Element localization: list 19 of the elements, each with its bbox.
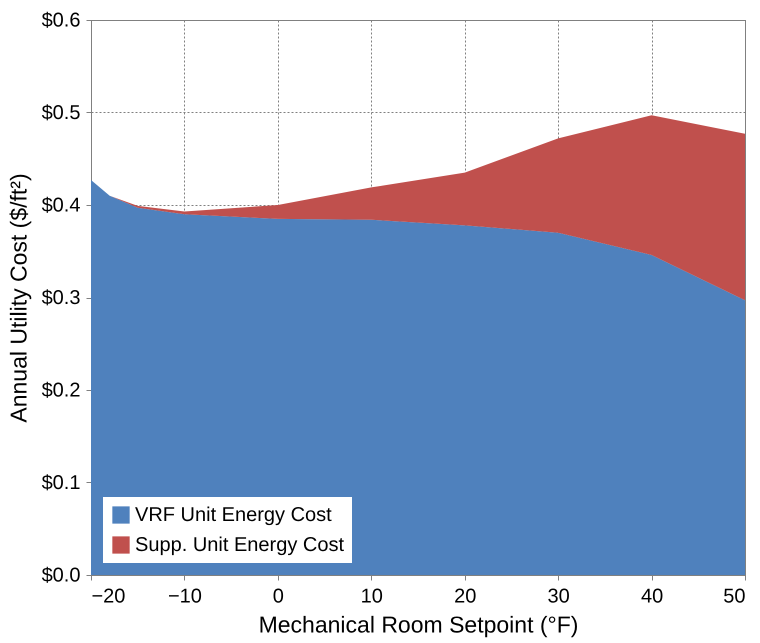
y-tick-label: $0.5 xyxy=(42,102,80,124)
x-tick-label: 40 xyxy=(640,586,664,608)
y-tick-label: $0.2 xyxy=(42,380,80,402)
x-tick-label: 50 xyxy=(723,586,746,608)
x-tick-label: 30 xyxy=(548,586,570,608)
x-tick-label: 10 xyxy=(360,586,383,608)
y-tick-label: $0.4 xyxy=(42,194,80,216)
y-tick-label: $0.6 xyxy=(42,10,80,32)
x-tick-label: −10 xyxy=(168,586,202,608)
x-tick-label: −20 xyxy=(92,586,126,608)
x-axis-title: Mechanical Room Setpoint (°F) xyxy=(258,612,578,638)
y-tick-label: $0.3 xyxy=(42,287,80,309)
y-tick-label: $0.0 xyxy=(42,564,80,586)
y-axis-title: Annual Utility Cost ($/ft²) xyxy=(6,173,32,423)
y-tick-label: $0.1 xyxy=(42,472,80,494)
legend-label: VRF Unit Energy Cost xyxy=(135,504,332,526)
x-tick-label: 20 xyxy=(454,586,476,608)
legend-label: Supp. Unit Energy Cost xyxy=(135,534,344,556)
x-tick-label: 0 xyxy=(272,586,284,608)
